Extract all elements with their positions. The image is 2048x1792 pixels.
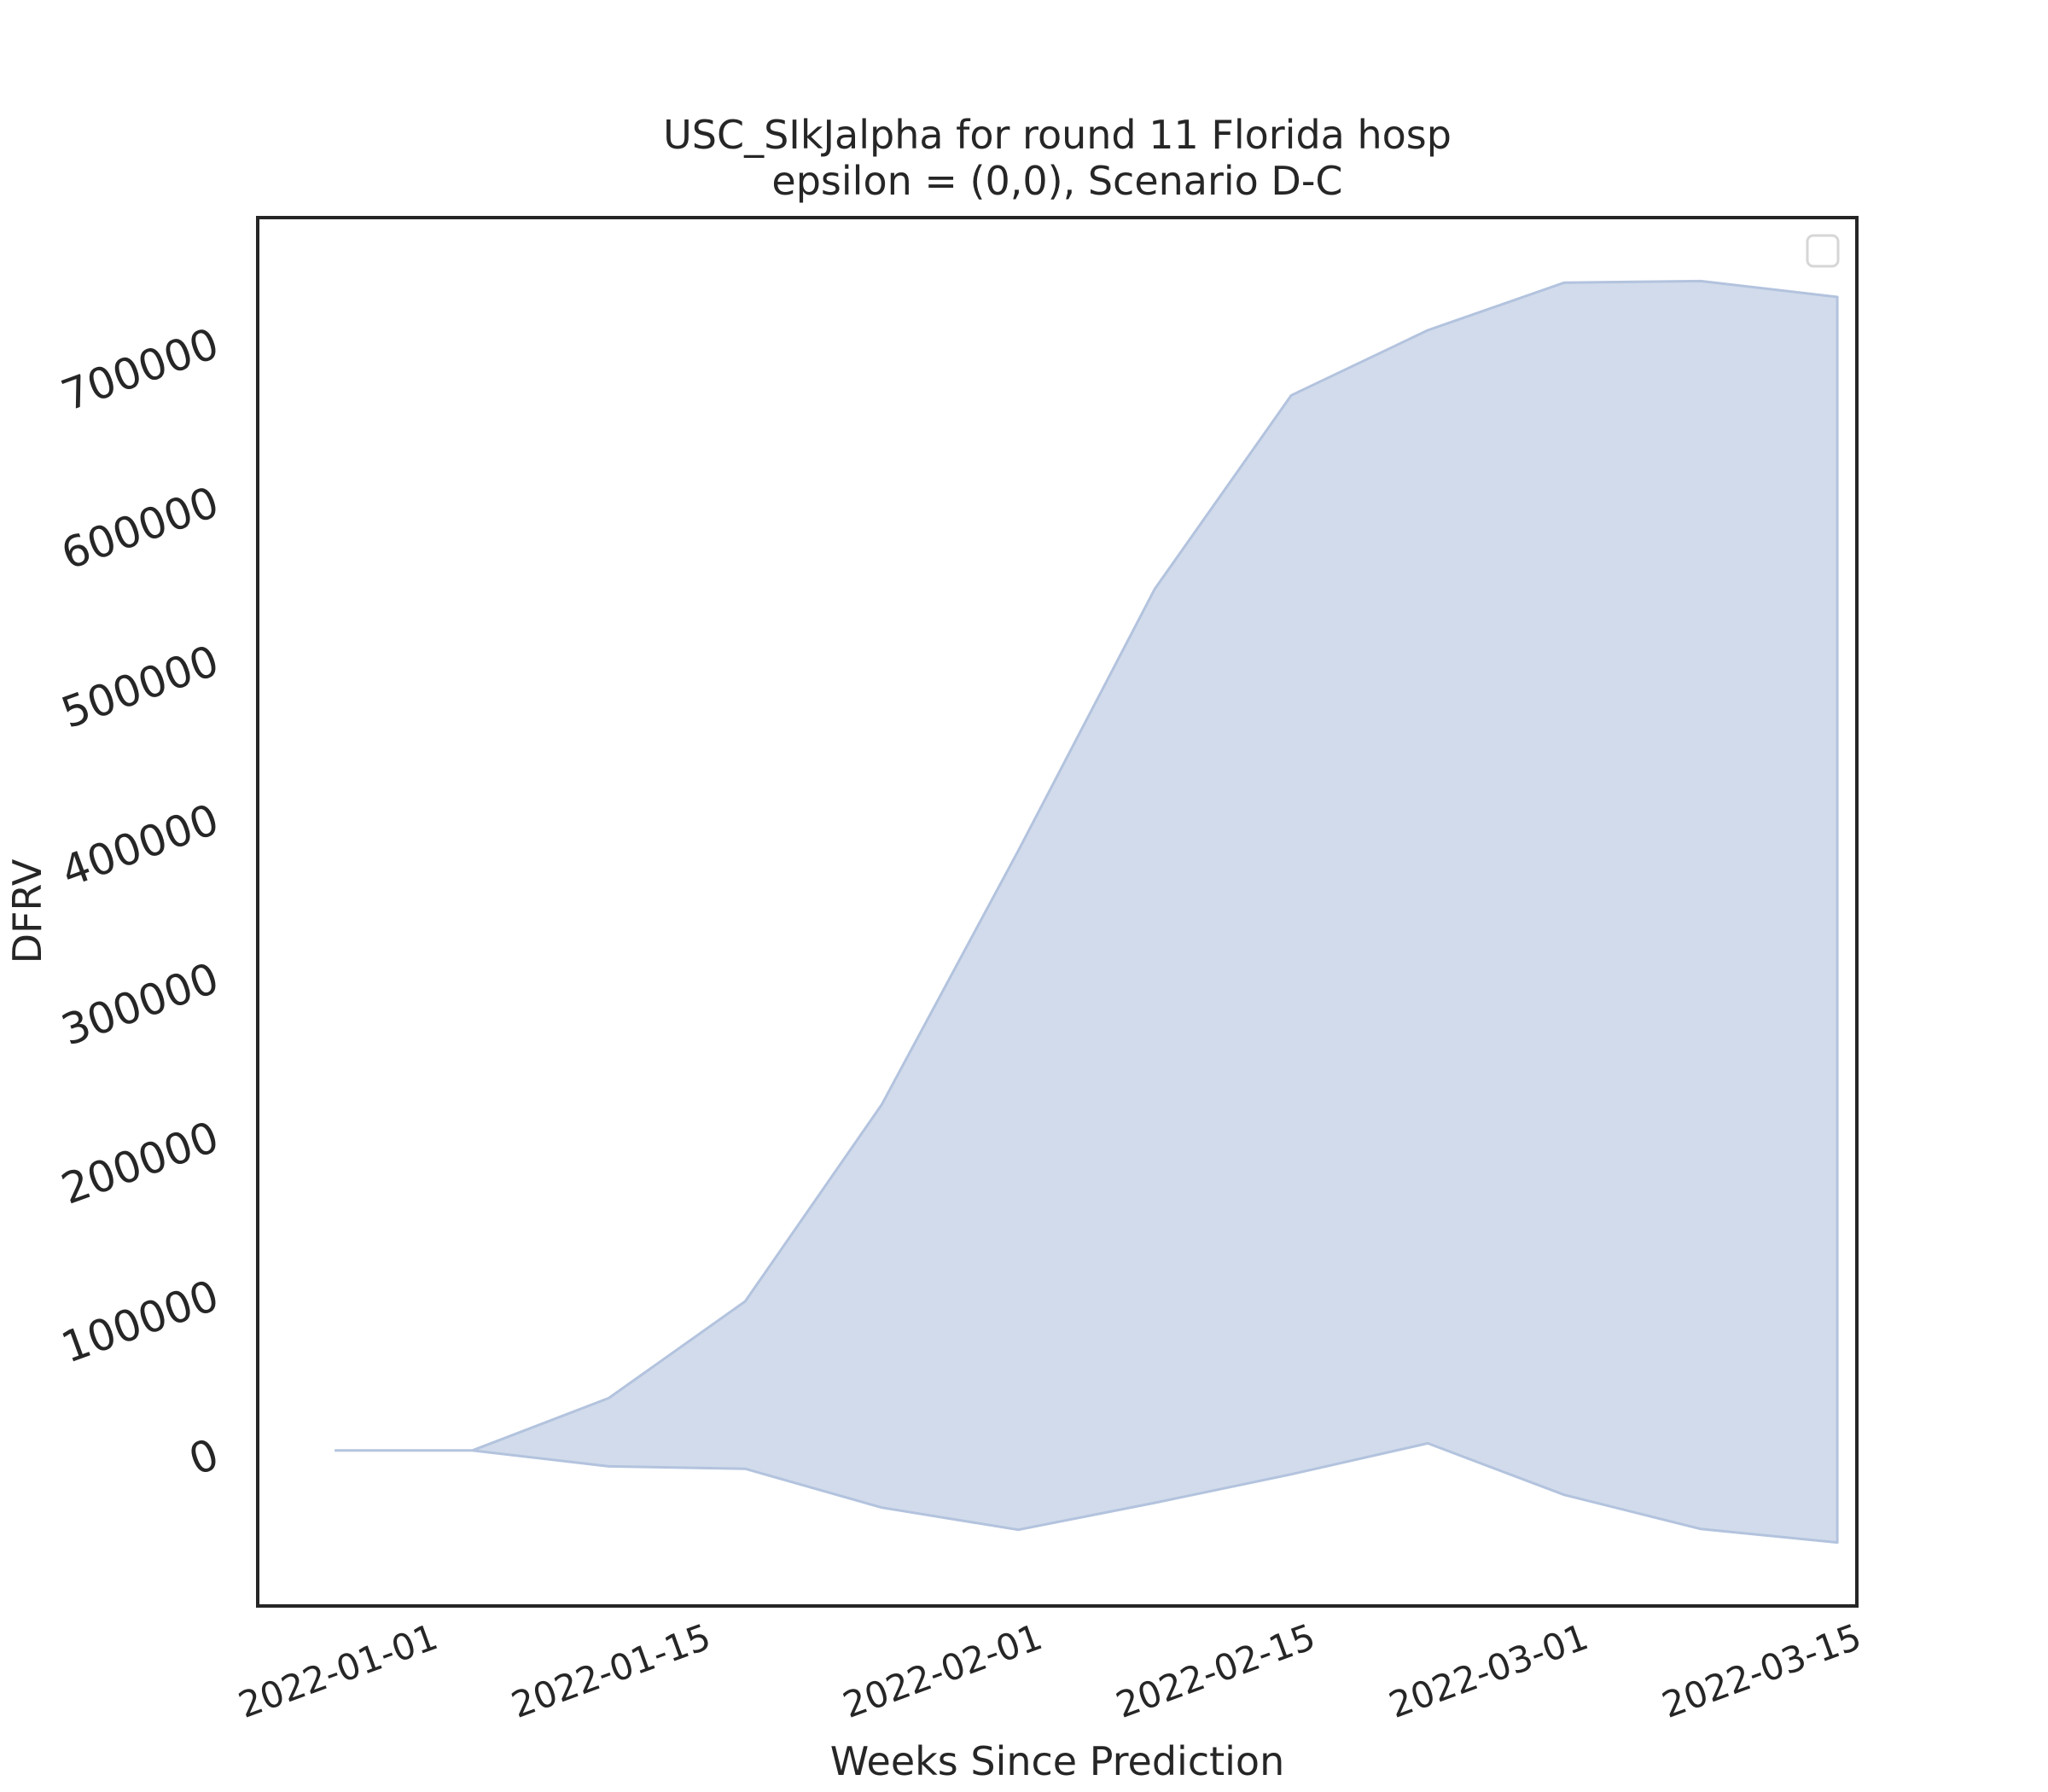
chart-title: USC_SIkJalpha for round 11 Florida hosp bbox=[663, 112, 1452, 158]
plot-frame bbox=[256, 216, 1859, 1608]
legend-box bbox=[1806, 234, 1840, 268]
plot-area bbox=[334, 279, 1839, 1545]
y-axis-label: DFRV bbox=[4, 858, 50, 963]
series-band-0 bbox=[334, 279, 1839, 1545]
chart-subtitle: epsilon = (0,0), Scenario D-C bbox=[771, 158, 1342, 204]
x-axis-label: Weeks Since Prediction bbox=[830, 1738, 1284, 1784]
